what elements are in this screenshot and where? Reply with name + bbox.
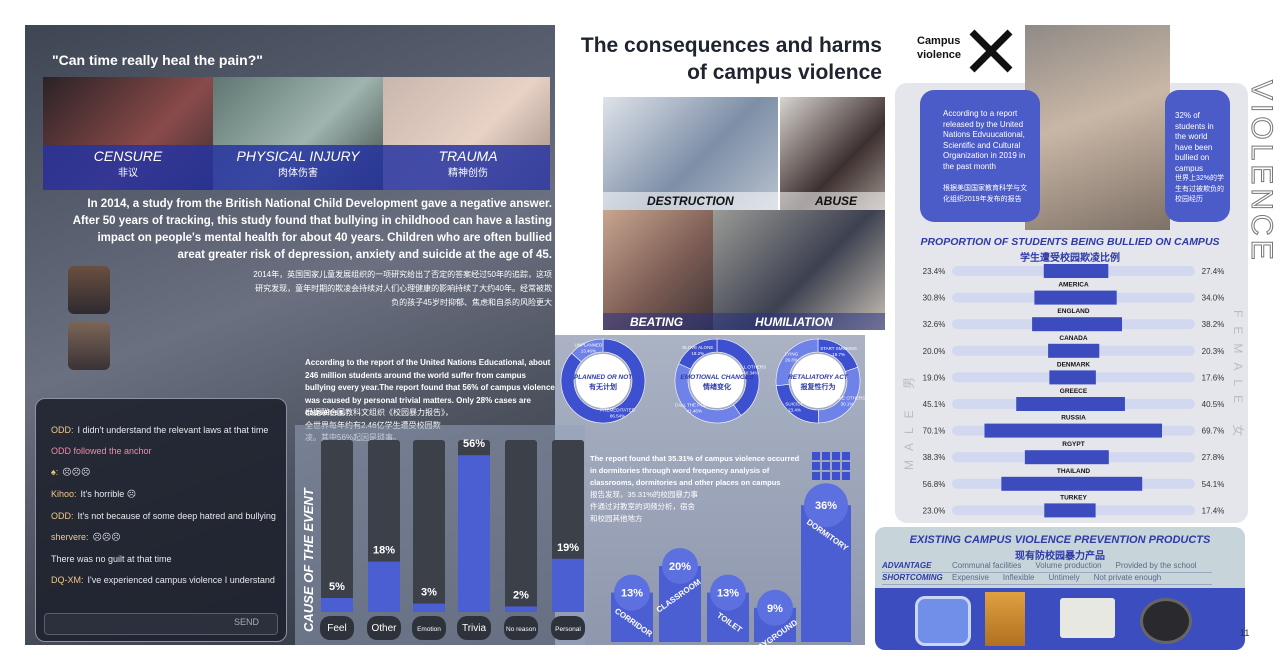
- photo: [603, 97, 778, 210]
- chat-text: I didn't understand the relevant laws at…: [77, 425, 269, 435]
- cause-intro: According to the report of the United Na…: [305, 358, 555, 417]
- chart-title: PROPORTION OF STUDENTS BEING BULLIED ON …: [920, 236, 1220, 248]
- side-word: VIOLENCE: [1245, 80, 1279, 265]
- products-subtitle: 现有防校园暴力产品: [1015, 551, 1105, 562]
- page-number: 11: [1240, 628, 1250, 638]
- chart-subtitle: 学生遭受校园欺凌比例: [1020, 253, 1120, 264]
- quote: "Can time really heal the pain?": [52, 52, 263, 68]
- row-item: Communal facilities: [952, 561, 1022, 570]
- chat-user: ODD:: [51, 511, 74, 521]
- title: The consequences and harms of campus vio…: [580, 34, 882, 84]
- chat-text: It's horrible ☹: [80, 489, 137, 499]
- campus-label: Campus violence: [917, 35, 962, 61]
- product: [1140, 598, 1192, 644]
- photo: [780, 97, 885, 210]
- tile-label: TRAUMA 精神创伤: [383, 148, 553, 179]
- products-table: ADVANTAGE Communal facilities Volume produ…: [882, 561, 1212, 585]
- chat-box: ODD: I didn't understand the relevant law…: [35, 398, 287, 642]
- row-item: Provided by the school: [1115, 561, 1197, 570]
- chat-text: ☹☹☹: [62, 467, 91, 477]
- chat-message: shervere: ☹☹☹: [51, 532, 279, 543]
- chat-message: ♠: ☹☹☹: [51, 467, 279, 478]
- avatar: [68, 322, 110, 370]
- row-item: Not private enough: [1093, 573, 1162, 582]
- chat-user: ODD:: [51, 425, 74, 435]
- tile-subtitle: 非议: [118, 168, 138, 179]
- product: [1060, 598, 1115, 638]
- tile-subtitle: 精神创伤: [448, 168, 488, 179]
- stat-text: 32% of students in the world have been b…: [1175, 111, 1214, 173]
- chat-message: ODD: I didn't understand the relevant law…: [51, 425, 279, 435]
- photo-band: [603, 313, 885, 330]
- chat-user: ODD followed the anchor: [51, 446, 152, 456]
- tile-title: PHYSICAL INJURY: [236, 148, 360, 164]
- send-button[interactable]: SEND: [234, 617, 260, 627]
- x-mark: [969, 29, 1013, 73]
- location-text-zh: 报告发现，35.31%的校园暴力事件通过对教室的词频分析，宿舍和校园其他地方: [590, 490, 698, 523]
- female-label: FEMALE 女: [1231, 310, 1245, 446]
- chat-message: Kihoo: It's horrible ☹: [51, 489, 279, 500]
- chat-message: ODD: It's not because of some deep hatred…: [51, 511, 279, 521]
- paragraph-zh: 2014年，英国国家儿童发展组织的一项研究给出了否定的答案经过50年的追踪，这项…: [253, 270, 552, 307]
- header-box: [555, 25, 885, 97]
- photo-label: BEATING: [630, 315, 684, 329]
- chat-input[interactable]: [44, 613, 278, 635]
- table-row: ADVANTAGE Communal facilities Volume produ…: [882, 561, 1212, 573]
- row-item: Inflexible: [1002, 573, 1035, 582]
- avatar: [68, 266, 110, 314]
- products-title: EXISTING CAMPUS VIOLENCE PREVENTION PROD…: [909, 534, 1211, 546]
- cause-intro-zh: 根据联合国教科文组织《校园暴力报告》，全世界每年约有2.46亿学生遭受校园欺凌。…: [305, 408, 453, 442]
- photo: [1025, 25, 1170, 230]
- male-label: MALE 男: [902, 367, 916, 470]
- chat-user: ♠:: [51, 467, 59, 477]
- product: [985, 592, 1025, 646]
- chat-list: ODD: I didn't understand the relevant law…: [51, 425, 279, 596]
- report-text: According to a report released by the Un…: [943, 109, 1026, 171]
- chat-user: shervere:: [51, 532, 89, 542]
- products-strip: [875, 588, 1245, 650]
- tile-label: PHYSICAL INJURY 肉体伤害: [213, 148, 383, 179]
- chat-text: There was no guilt at that time: [51, 554, 172, 564]
- tile-title: TRAUMA: [438, 148, 498, 164]
- row-item: Volume production: [1035, 561, 1102, 570]
- paragraph: In 2014, a study from the British Nation…: [72, 198, 552, 261]
- tile-title: CENSURE: [93, 148, 163, 164]
- photo-label: ABUSE: [815, 194, 858, 208]
- location-text: The report found that 35.31% of campus v…: [590, 454, 800, 487]
- photo-label: DESTRUCTION: [647, 194, 734, 208]
- chat-text: I've experienced campus violence I under…: [87, 575, 275, 585]
- stat-box: [1165, 90, 1230, 222]
- row-item: Untimely: [1048, 573, 1080, 582]
- tile-band: [43, 145, 550, 190]
- photo-band: [603, 192, 885, 210]
- tile-subtitle: 肉体伤害: [278, 168, 318, 179]
- chat-text: ☹☹☹: [92, 532, 121, 542]
- photo-label: HUMILIATION: [755, 315, 833, 329]
- stat-text-zh: 世界上32%的学生有过被欺负的校园经历: [1175, 175, 1225, 203]
- report-box: [920, 90, 1040, 222]
- photo: [713, 210, 885, 330]
- chat-message: DQ-XM: I've experienced campus violence I…: [51, 575, 279, 585]
- chat-text: It's not because of some deep hatred and…: [77, 511, 276, 521]
- chat-user: DQ-XM:: [51, 575, 84, 585]
- chat-user: Kihoo:: [51, 489, 77, 499]
- photo: [603, 210, 713, 330]
- chat-message: There was no guilt at that time: [51, 554, 279, 564]
- report-text-zh: 根据美国国家教育科学与文化组织2019年发布的报告: [943, 185, 1027, 203]
- chat-message: ODD followed the anchor: [51, 446, 279, 456]
- product: [915, 596, 971, 646]
- row-label: ADVANTAGE: [882, 561, 932, 570]
- row-label: SHORTCOMING: [882, 573, 943, 582]
- row-item: Expensive: [952, 573, 989, 582]
- tile-label: CENSURE 非议: [43, 148, 213, 179]
- table-row: SHORTCOMING Expensive Inflexible Untimely No…: [882, 573, 1212, 585]
